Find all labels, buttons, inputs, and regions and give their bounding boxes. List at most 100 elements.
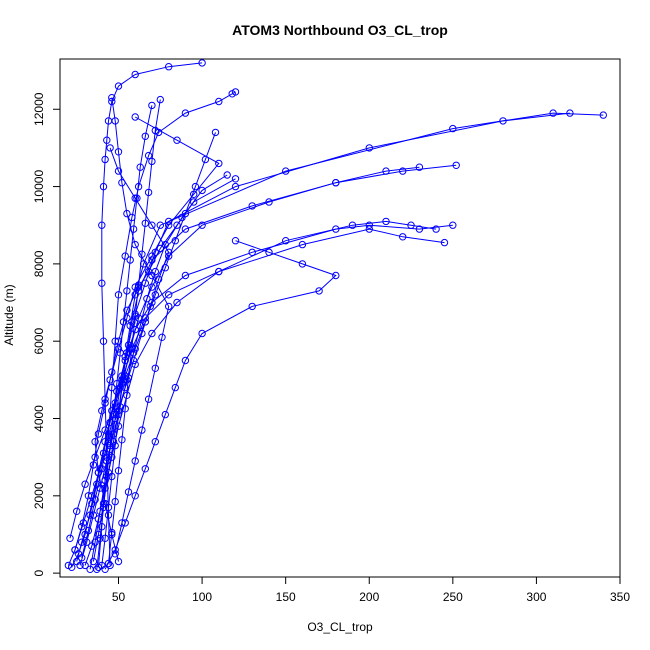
data-point [171, 237, 180, 245]
data-point [156, 221, 165, 229]
data-point [99, 182, 108, 191]
data-point [94, 563, 103, 571]
data-point [121, 252, 129, 260]
data-point [138, 250, 146, 258]
data-point [148, 157, 156, 166]
data-point [111, 117, 119, 125]
data-point [432, 225, 440, 233]
data-point [165, 62, 173, 71]
data-point [161, 240, 170, 249]
data-point [99, 503, 108, 512]
data-point [173, 221, 181, 229]
data-point [148, 101, 156, 110]
data-point [332, 271, 340, 280]
data-point [103, 457, 111, 465]
series-line [97, 91, 236, 568]
data-point [81, 561, 89, 570]
data-point [101, 499, 109, 508]
data-point [151, 126, 160, 135]
data-point [123, 209, 131, 218]
data-point [126, 256, 134, 264]
x-tick-label: 100 [192, 590, 212, 604]
data-point [66, 534, 74, 542]
data-point [131, 312, 139, 320]
data-point [201, 155, 210, 164]
data-point [111, 550, 119, 558]
data-point [94, 468, 103, 477]
data-point [449, 221, 457, 229]
data-point [173, 136, 181, 144]
data-point [129, 225, 138, 233]
data-point [449, 124, 457, 133]
data-point [151, 364, 160, 372]
y-tick-label: 2000 [32, 482, 46, 509]
data-point [143, 295, 151, 303]
data-point [91, 538, 99, 546]
data-point [134, 281, 143, 289]
data-point [109, 430, 118, 438]
data-point [452, 161, 460, 170]
data-point [165, 291, 173, 299]
data-point [181, 225, 190, 233]
series-line [111, 97, 170, 554]
data-point [198, 221, 206, 229]
data-point [101, 155, 109, 164]
data-point [365, 144, 373, 152]
data-point [549, 109, 557, 117]
data-point [126, 322, 134, 330]
x-tick-label: 200 [359, 590, 379, 604]
data-point [415, 163, 424, 171]
data-point [93, 565, 101, 573]
data-point [114, 167, 123, 175]
x-axis: 50 100 150 200 250 300 350 [112, 576, 630, 604]
data-point [111, 497, 119, 506]
series-line [96, 105, 153, 570]
data-point [365, 225, 373, 233]
data-point [73, 507, 81, 515]
data-point [566, 109, 574, 117]
data-point [89, 511, 98, 519]
data-point [141, 132, 150, 141]
series-line [108, 99, 161, 564]
data-point [215, 267, 223, 276]
data-point [282, 237, 290, 245]
data-point [407, 221, 415, 229]
data-point [91, 453, 99, 461]
series-line [94, 116, 220, 562]
data-point [96, 465, 104, 473]
data-point [114, 557, 123, 566]
data-point [121, 353, 129, 361]
data-point [96, 484, 104, 492]
data-point [144, 188, 153, 197]
data-point [133, 194, 141, 202]
data-point [215, 97, 223, 106]
data-point [265, 248, 273, 257]
data-point [109, 410, 118, 419]
data-point [332, 179, 340, 187]
data-point [128, 318, 136, 326]
data-point [248, 248, 256, 257]
data-point [198, 186, 206, 195]
data-point [111, 399, 119, 407]
data-point [118, 179, 126, 187]
series-layer [64, 59, 607, 573]
data-point [124, 374, 133, 382]
data-point [144, 395, 153, 403]
data-point [415, 225, 424, 233]
data-point [131, 70, 139, 79]
data-point [141, 318, 150, 326]
data-point [123, 314, 131, 322]
data-point [108, 528, 116, 537]
data-point [111, 337, 119, 345]
data-point [248, 202, 256, 210]
x-tick-label: 50 [112, 590, 126, 604]
data-point [108, 94, 116, 102]
data-point [88, 492, 96, 500]
data-point [298, 240, 307, 249]
data-point [83, 538, 91, 546]
data-point [106, 418, 114, 427]
data-point [282, 167, 290, 175]
x-tick-label: 350 [610, 590, 630, 604]
data-point [101, 534, 109, 542]
